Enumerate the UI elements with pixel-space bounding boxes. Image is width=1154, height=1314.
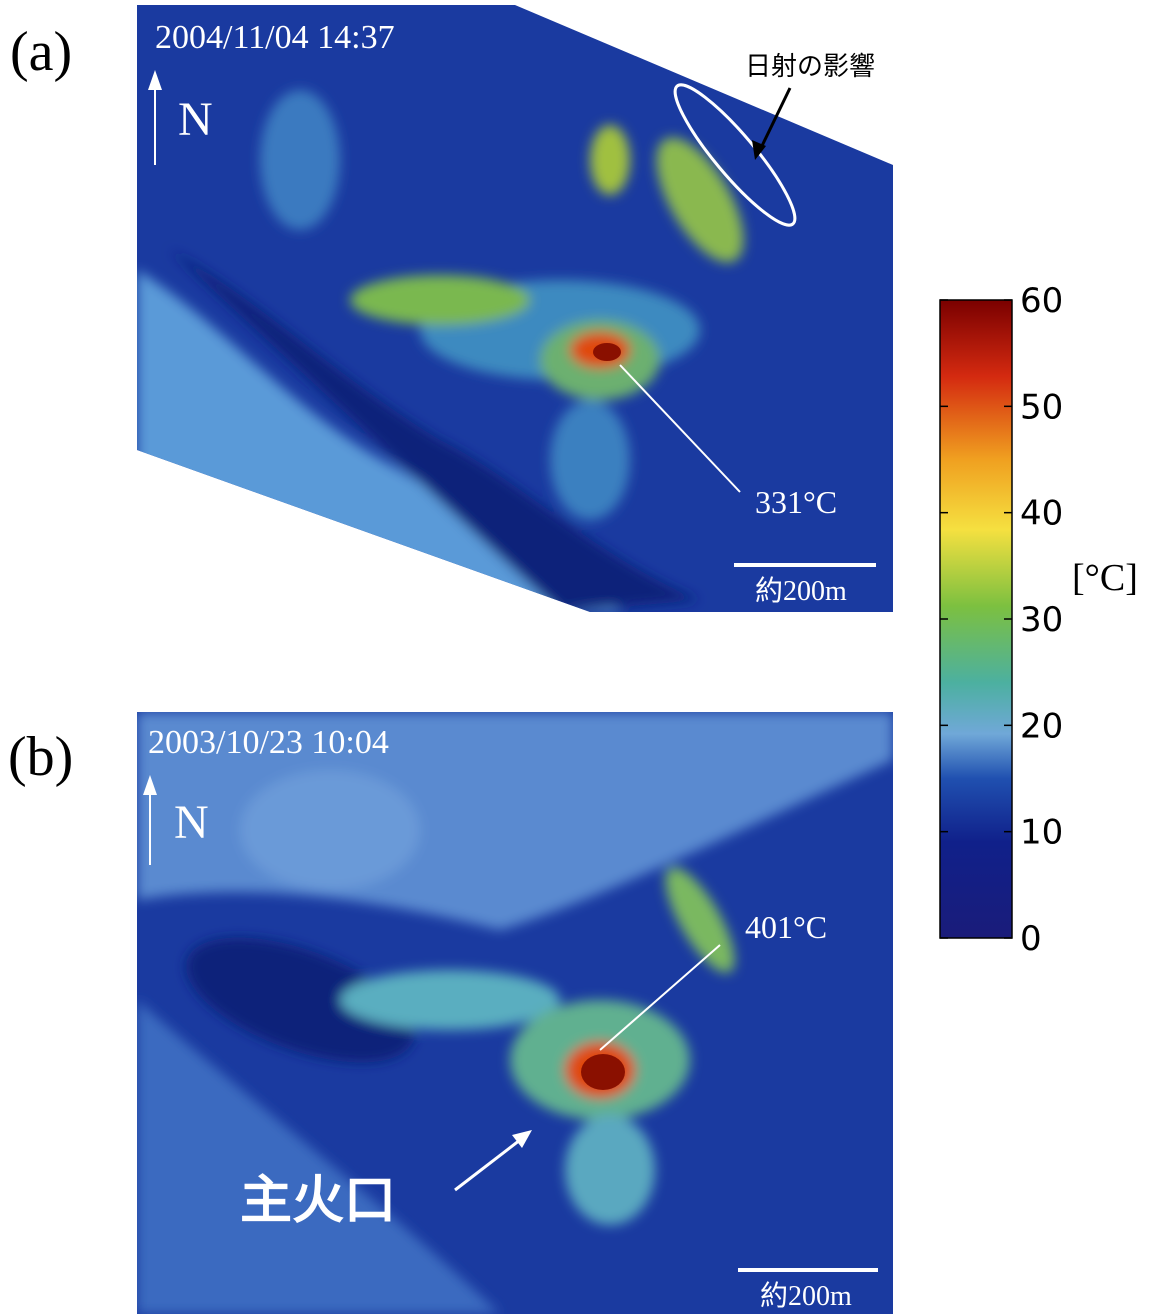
tick-label: 50 (1020, 387, 1063, 427)
tick-label: 60 (1020, 281, 1063, 321)
timestamp: 2004/11/04 14:37 (155, 19, 395, 56)
temperature-label: 331°C (755, 484, 837, 520)
panel-label: (a) (10, 21, 72, 83)
annotation: 日射の影響 (745, 52, 875, 82)
figure: (a) 2004/11/04 14:37 N 日射の影響 331°C 約200m… (0, 0, 1154, 1314)
north-label: N (174, 796, 209, 849)
tick-label: 20 (1020, 706, 1063, 746)
north-label: N (178, 93, 213, 146)
tick-label: 0 (1020, 919, 1042, 959)
timestamp: 2003/10/23 10:04 (148, 724, 389, 761)
tick-label: 30 (1020, 600, 1063, 640)
scale-label: 約200m (755, 575, 847, 607)
thermal-image-a (137, 5, 893, 612)
colorbar-unit: [°C] (1072, 557, 1138, 599)
tick-label: 40 (1020, 494, 1063, 534)
colorbar (940, 300, 1012, 938)
temperature-label: 401°C (745, 909, 827, 945)
crater-label: 主火口 (240, 1171, 396, 1231)
scale-label: 約200m (760, 1280, 852, 1312)
panel-label: (b) (8, 726, 73, 788)
tick-label: 10 (1020, 813, 1063, 853)
